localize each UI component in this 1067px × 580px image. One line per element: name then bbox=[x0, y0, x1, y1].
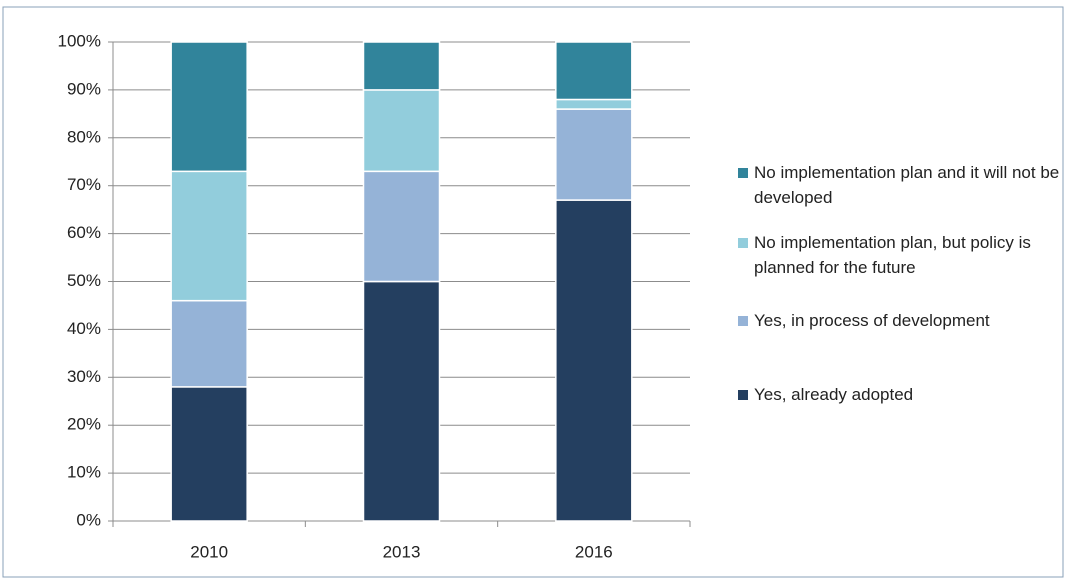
legend-label: No implementation plan, but policy is pl… bbox=[754, 233, 1031, 277]
bar-segment bbox=[555, 41, 633, 101]
y-tick-label: 0% bbox=[76, 510, 101, 529]
bar-segment bbox=[170, 299, 248, 388]
bar-segment bbox=[362, 170, 441, 283]
legend-swatch bbox=[738, 390, 748, 400]
bar-segment bbox=[555, 199, 633, 522]
legend-item: Yes, already adopted bbox=[738, 382, 1064, 407]
y-tick-label: 100% bbox=[58, 31, 101, 50]
legend-label: Yes, already adopted bbox=[754, 385, 914, 404]
y-tick-label: 60% bbox=[67, 223, 101, 242]
bar-segment bbox=[362, 280, 441, 522]
x-tick-label: 2010 bbox=[190, 542, 228, 561]
bar-segment bbox=[170, 386, 248, 522]
legend-swatch bbox=[738, 238, 748, 248]
x-tick-label: 2016 bbox=[575, 542, 613, 561]
frame bbox=[2, 6, 1064, 578]
legend-item: No implementation plan, but policy is pl… bbox=[738, 230, 1064, 280]
legend-item: Yes, in process of development bbox=[738, 308, 1064, 333]
y-tick-label: 10% bbox=[67, 463, 101, 482]
y-tick-label: 80% bbox=[67, 127, 101, 146]
legend-label: No implementation plan and it will not b… bbox=[754, 163, 1060, 207]
bar-segment bbox=[362, 89, 441, 173]
bar-segment bbox=[170, 41, 248, 173]
bar-segment bbox=[362, 41, 441, 91]
y-tick-label: 70% bbox=[67, 175, 101, 194]
bar-segment bbox=[555, 98, 633, 110]
y-tick-label: 90% bbox=[67, 79, 101, 98]
legend-swatch bbox=[738, 168, 748, 178]
x-tick-label: 2013 bbox=[383, 542, 421, 561]
y-tick-label: 30% bbox=[67, 367, 101, 386]
legend-item: No implementation plan and it will not b… bbox=[738, 160, 1064, 210]
y-tick-label: 20% bbox=[67, 415, 101, 434]
legend-label: Yes, in process of development bbox=[754, 311, 990, 330]
legend-swatch bbox=[738, 316, 748, 326]
bar-segment bbox=[555, 108, 633, 201]
y-tick-label: 50% bbox=[67, 271, 101, 290]
y-tick-label: 40% bbox=[67, 319, 101, 338]
bar-segment bbox=[170, 170, 248, 302]
